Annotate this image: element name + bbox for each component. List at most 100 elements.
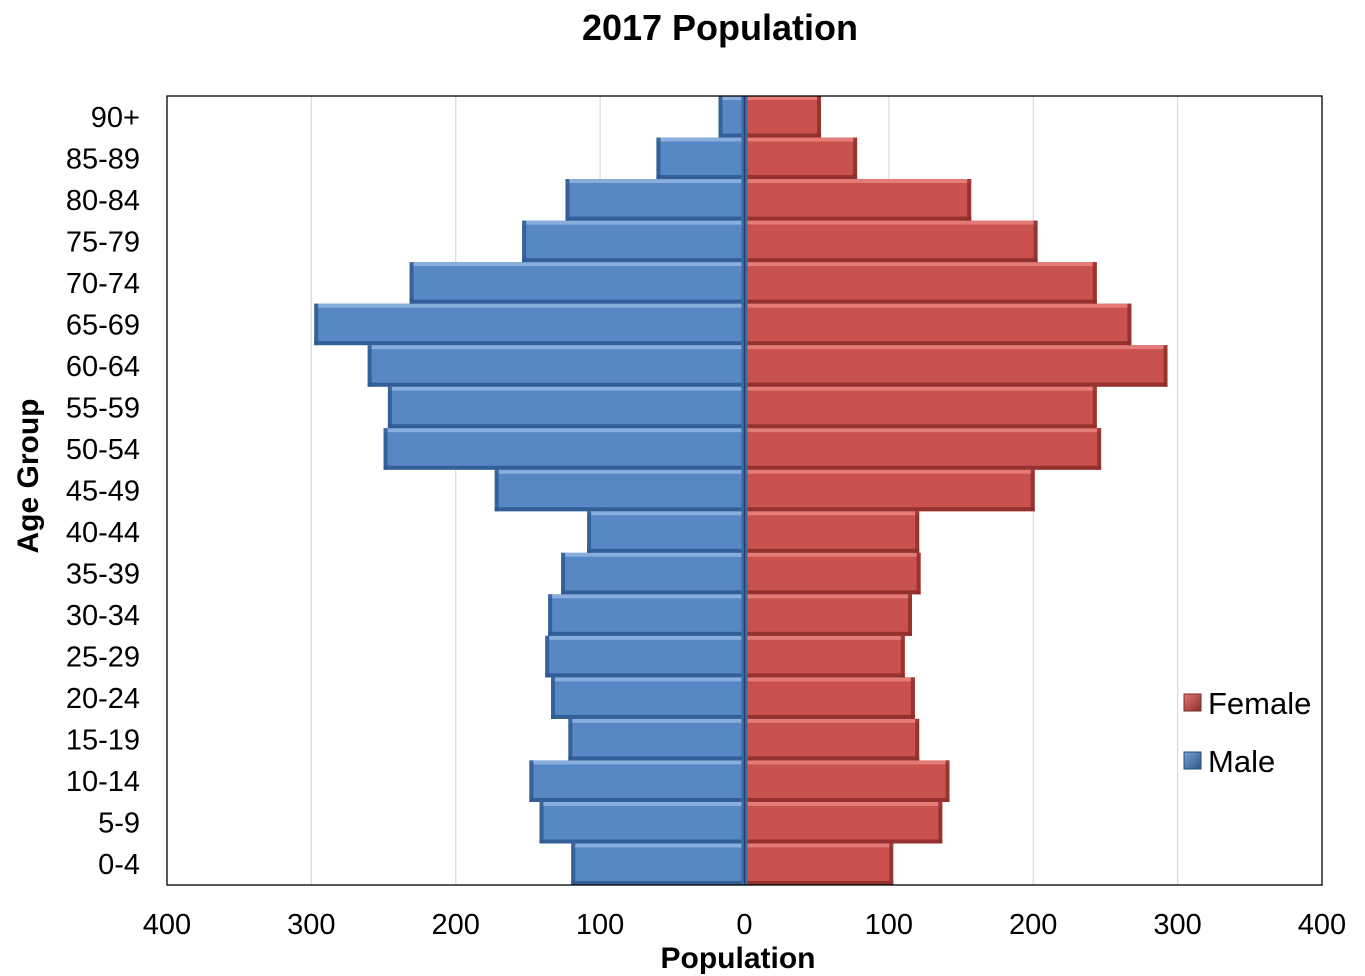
- bar-female-60-64-bevel-end: [1163, 345, 1168, 387]
- bar-female-85-89-bevel-top: [744, 137, 858, 142]
- bar-female-90+-bevel-bottom: [744, 133, 822, 138]
- bar-female-20-24-bevel-bottom: [744, 714, 915, 719]
- bar-female-60-64-bevel-top: [744, 345, 1168, 350]
- bar-female-15-19-bevel-top: [744, 718, 920, 723]
- bar-male-45-49-bevel-bottom: [494, 507, 745, 512]
- bar-male-30-34-bevel-bottom: [548, 631, 745, 636]
- bar-female-30-34-bevel-end: [907, 594, 912, 636]
- bar-male-90+: [718, 96, 745, 138]
- bar-female-75-79-bevel-bottom: [744, 258, 1038, 263]
- bar-female-40-44-fill: [744, 511, 920, 553]
- y-tick-label: 20-24: [66, 683, 140, 715]
- bar-male-90+-fill: [718, 96, 745, 138]
- bar-female-0-4-bevel-end: [889, 843, 894, 885]
- bar-female-70-74-bevel-top: [744, 262, 1097, 267]
- bar-female-80-84-bevel-top: [744, 179, 972, 184]
- bar-male-70-74-fill: [409, 262, 745, 304]
- bar-female-75-79: [744, 220, 1038, 263]
- y-tick-label: 0-4: [98, 849, 140, 881]
- bar-male-40-44-bevel-bottom: [587, 548, 745, 553]
- y-tick-label: 50-54: [66, 434, 140, 466]
- y-tick-label: 70-74: [66, 268, 140, 300]
- bar-female-25-29-bevel-top: [744, 635, 905, 640]
- bar-male-65-69-bevel-top: [314, 303, 745, 308]
- bar-female-35-39-bevel-top: [744, 552, 921, 557]
- bar-male-20-24-bevel-bottom: [551, 714, 745, 719]
- bar-female-60-64: [744, 345, 1168, 387]
- bar-female-20-24-bevel-top: [744, 677, 915, 682]
- bar-female-65-69: [744, 303, 1132, 346]
- x-tick-label: 200: [432, 909, 480, 941]
- x-tick-label: 300: [287, 909, 335, 941]
- bar-male-50-54-bevel-end: [383, 428, 388, 470]
- bar-male-85-89: [656, 137, 745, 180]
- x-tick-label: 0: [736, 909, 752, 941]
- bar-male-70-74: [409, 262, 745, 304]
- bar-female-65-69-bevel-end: [1127, 303, 1132, 346]
- bar-female-0-4-bevel-bottom: [744, 881, 894, 885]
- bar-female-25-29-bevel-end: [900, 635, 905, 678]
- bar-female-15-19-fill: [744, 718, 920, 761]
- bar-female-40-44: [744, 511, 920, 553]
- bar-female-60-64-fill: [744, 345, 1168, 387]
- bar-female-85-89: [744, 137, 858, 180]
- bar-male-20-24-bevel-end: [551, 677, 556, 719]
- y-tick-label: 45-49: [66, 476, 140, 508]
- bar-female-15-19-bevel-bottom: [744, 756, 920, 761]
- bar-male-70-74-bevel-end: [409, 262, 414, 304]
- bar-male-80-84-bevel-bottom: [565, 216, 745, 221]
- bar-male-65-69-bevel-bottom: [314, 341, 745, 346]
- bar-male-55-59: [387, 386, 745, 429]
- bar-male-25-29: [545, 635, 745, 678]
- y-tick-label: 55-59: [66, 392, 140, 424]
- legend-swatch-female: [1183, 693, 1202, 712]
- bar-male-60-64-fill: [367, 345, 745, 387]
- bar-female-40-44-bevel-end: [915, 511, 920, 553]
- bar-male-85-89-bevel-end: [656, 137, 661, 180]
- bar-male-75-79-bevel-end: [522, 220, 527, 263]
- bar-female-85-89-bevel-bottom: [744, 175, 858, 180]
- bar-female-35-39-bevel-end: [916, 552, 921, 595]
- bar-male-15-19-bevel-end: [568, 718, 573, 761]
- bar-male-50-54-bevel-top: [383, 428, 745, 433]
- bar-female-15-19-bevel-end: [915, 718, 920, 761]
- bar-female-5-9-fill: [744, 801, 943, 844]
- bar-male-35-39-bevel-bottom: [561, 590, 745, 595]
- bar-female-75-79-bevel-end: [1033, 220, 1038, 263]
- bar-female-30-34-fill: [744, 594, 912, 636]
- bar-female-20-24-bevel-end: [910, 677, 915, 719]
- bar-female-70-74-bevel-bottom: [744, 299, 1097, 304]
- bar-female-45-49-bevel-end: [1030, 469, 1035, 512]
- bar-male-75-79: [522, 220, 745, 263]
- y-tick-label: 85-89: [66, 143, 140, 175]
- bar-male-5-9-fill: [539, 801, 745, 844]
- bar-male-80-84: [565, 179, 745, 221]
- bar-male-10-14: [529, 760, 745, 802]
- y-tick-label: 15-19: [66, 725, 140, 757]
- bar-male-50-54: [383, 428, 745, 470]
- bar-male-20-24-bevel-top: [551, 677, 745, 682]
- bar-male-0-4-bevel-end: [571, 843, 576, 885]
- y-tick-label: 25-29: [66, 642, 140, 674]
- bar-male-80-84-bevel-end: [565, 179, 570, 221]
- bar-female-65-69-fill: [744, 303, 1132, 346]
- y-tick-label: 5-9: [98, 808, 140, 840]
- bar-male-20-24: [551, 677, 745, 719]
- bar-male-10-14-bevel-top: [529, 760, 745, 765]
- center-divider: [741, 96, 748, 885]
- bar-female-45-49-bevel-bottom: [744, 507, 1035, 512]
- bar-male-35-39-bevel-top: [561, 552, 745, 557]
- chart-title: 2017 Population: [582, 7, 858, 48]
- bar-male-35-39: [561, 552, 745, 595]
- bar-female-65-69-bevel-bottom: [744, 341, 1132, 346]
- bar-female-10-14-bevel-end: [945, 760, 950, 802]
- bar-female-0-4-bevel-top: [744, 843, 894, 848]
- bar-male-90+-bevel-end: [718, 96, 723, 138]
- bar-male-0-4-bevel-top: [571, 843, 745, 848]
- bar-male-60-64-bevel-top: [367, 345, 745, 350]
- bar-female-85-89-bevel-end: [853, 137, 858, 180]
- bar-male-30-34: [548, 594, 745, 636]
- bar-male-30-34-fill: [548, 594, 745, 636]
- bar-male-55-59-bevel-end: [387, 386, 392, 429]
